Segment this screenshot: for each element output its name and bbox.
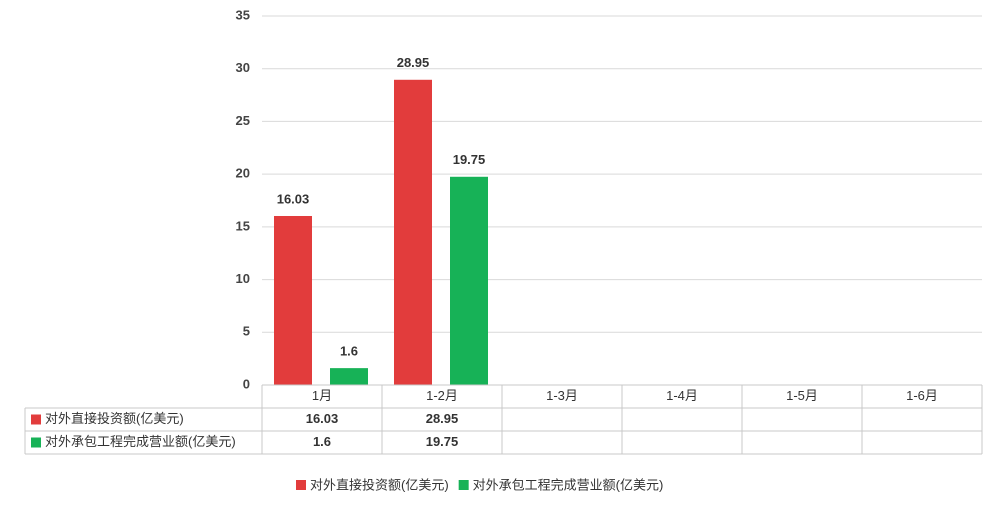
x-tick-label: 1-2月: [426, 388, 458, 403]
x-tick-label: 1-6月: [906, 388, 938, 403]
y-tick-label: 25: [236, 113, 250, 128]
legend-swatch: [296, 480, 306, 490]
legend-swatch: [31, 437, 41, 448]
y-tick-label: 30: [236, 60, 250, 75]
data-label: 28.95: [397, 55, 430, 70]
bar: [450, 176, 488, 385]
y-tick-label: 15: [236, 218, 250, 233]
table-cell: 28.95: [426, 411, 459, 426]
y-tick-label: 0: [243, 376, 250, 391]
table-cell: 16.03: [306, 411, 339, 426]
legend-swatch: [31, 414, 41, 425]
x-tick-label: 1-4月: [666, 388, 698, 403]
bar: [274, 215, 312, 385]
data-label: 16.03: [277, 191, 310, 206]
bar: [330, 368, 368, 385]
table-row-label: 对外承包工程完成营业额(亿美元): [45, 434, 236, 449]
y-tick-label: 20: [236, 166, 250, 181]
data-label: 19.75: [453, 152, 486, 167]
legend-label: 对外直接投资额(亿美元): [310, 477, 449, 492]
data-label: 1.6: [340, 344, 358, 359]
bar: [394, 79, 432, 385]
x-tick-label: 1-5月: [786, 388, 818, 403]
table-cell: 1.6: [313, 434, 331, 449]
x-tick-label: 1-3月: [546, 388, 578, 403]
x-tick-label: 1月: [312, 388, 332, 403]
legend-label: 对外承包工程完成营业额(亿美元): [473, 477, 664, 492]
y-tick-label: 10: [236, 271, 250, 286]
table-row-label: 对外直接投资额(亿美元): [45, 411, 184, 426]
y-tick-label: 35: [236, 7, 250, 22]
legend-swatch: [458, 480, 469, 490]
table-cell: 19.75: [426, 434, 459, 449]
y-tick-label: 5: [243, 324, 250, 339]
